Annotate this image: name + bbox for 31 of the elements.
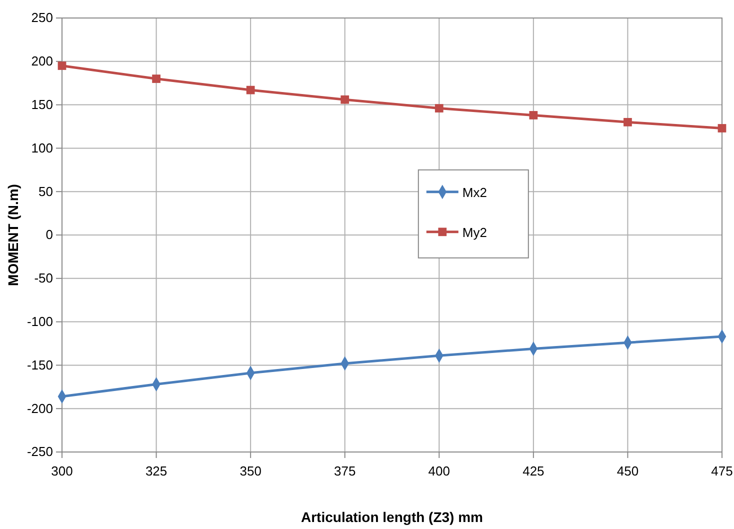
y-tick-label: 0 (46, 227, 53, 242)
legend-label: Mx2 (462, 184, 487, 200)
x-tick-label: 375 (334, 463, 356, 478)
x-tick-label: 450 (616, 463, 639, 478)
x-axis-title: Articulation length (Z3) mm (301, 509, 483, 525)
y-tick-label: 150 (31, 96, 53, 112)
point (624, 118, 632, 126)
x-tick-label: 325 (145, 463, 168, 478)
y-tick-label: 50 (38, 184, 53, 199)
x-tick-label: 350 (240, 463, 262, 478)
x-tick-label: 400 (428, 463, 450, 478)
point (529, 111, 538, 120)
y-tick-label: 200 (31, 54, 53, 69)
point (152, 74, 160, 83)
y-tick-label: -250 (26, 444, 53, 460)
y-tick-label: -200 (26, 400, 53, 416)
y-tick-label: -150 (26, 357, 53, 372)
y-tick-label: 250 (31, 10, 53, 26)
point (246, 86, 255, 94)
point (58, 62, 66, 70)
point (340, 95, 350, 104)
y-tick-label: 100 (31, 140, 53, 156)
point (434, 104, 444, 112)
x-tick-label: 425 (522, 463, 544, 478)
x-tick-label: 300 (51, 463, 73, 478)
y-axis-title: MOMENT (N.m) (5, 184, 21, 286)
legend-label: My2 (462, 224, 487, 240)
y-tick-label: -100 (26, 314, 53, 329)
point (718, 124, 726, 132)
y-tick-label: -50 (34, 270, 53, 286)
x-tick-label: 475 (711, 463, 733, 478)
